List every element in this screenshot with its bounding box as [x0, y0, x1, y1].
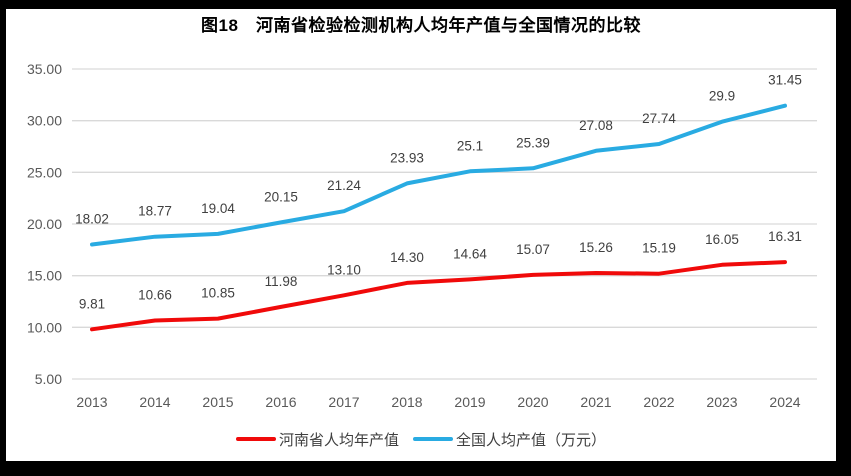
y-axis-tick-label: 15.00	[27, 268, 62, 284]
national-data-label: 27.08	[579, 118, 613, 133]
henan-data-label: 10.66	[138, 288, 172, 303]
henan-data-label: 11.98	[265, 274, 298, 289]
henan-data-label: 14.30	[390, 250, 424, 265]
legend-item-henan: 河南省人均年产值	[235, 429, 399, 450]
y-axis-tick-label: 10.00	[27, 319, 62, 335]
chart-title: 图18 河南省检验检测机构人均年产值与全国情况的比较	[201, 16, 641, 35]
y-axis-tick-label: 5.00	[35, 371, 62, 387]
legend-item-national: 全国人均产值（万元）	[413, 429, 606, 450]
national-data-label: 20.15	[264, 189, 298, 204]
y-axis-tick-label: 30.00	[27, 113, 62, 129]
chart-legend: 河南省人均年产值 全国人均产值（万元）	[6, 429, 836, 449]
x-axis-tick-label: 2019	[454, 394, 485, 410]
henan-series-swatch	[235, 437, 276, 441]
x-axis-tick-label: 2016	[265, 394, 296, 410]
national-series-line	[90, 103, 787, 247]
x-axis-tick-label: 2023	[706, 394, 737, 410]
national-series-swatch	[413, 437, 453, 441]
x-axis-tick-label: 2022	[643, 394, 674, 410]
national-data-label: 18.02	[75, 211, 109, 226]
henan-data-label: 10.85	[201, 286, 235, 301]
x-axis-tick-label: 2013	[76, 394, 107, 410]
henan-series-line	[90, 260, 787, 332]
x-axis-tick-label: 2014	[139, 394, 170, 410]
x-axis-tick-label: 2018	[391, 394, 422, 410]
national-data-label: 27.74	[642, 111, 676, 126]
y-axis-tick-label: 25.00	[27, 164, 62, 180]
x-axis-tick-label: 2021	[580, 394, 611, 410]
x-axis-tick-label: 2015	[202, 394, 233, 410]
national-series-legend-label: 全国人均产值（万元）	[456, 431, 607, 449]
henan-data-label: 15.26	[579, 240, 613, 255]
national-data-label: 23.93	[390, 150, 424, 165]
y-axis-tick-label: 20.00	[27, 216, 62, 232]
national-data-label: 29.9	[709, 89, 735, 104]
henan-data-label: 15.19	[642, 241, 676, 256]
henan-data-label: 16.05	[705, 232, 739, 247]
line-chart-plot-area: 35.00 30.00 25.00 20.00 15.00 10.00 5.00 2013 20…	[27, 61, 817, 410]
national-data-label: 25.39	[516, 135, 550, 150]
national-data-label: 25.1	[457, 138, 483, 153]
henan-data-label: 9.81	[79, 296, 105, 311]
national-data-label: 21.24	[327, 178, 361, 193]
y-axis-tick-label: 35.00	[27, 61, 62, 77]
national-data-label: 18.77	[138, 204, 172, 219]
national-data-label: 19.04	[201, 201, 235, 216]
henan-series-legend-label: 河南省人均年产值	[278, 431, 399, 449]
chart-canvas: 图18 河南省检验检测机构人均年产值与全国情况的比较 35.00 30.00 25.…	[6, 9, 836, 461]
henan-data-label: 15.07	[516, 242, 550, 257]
x-axis-tick-label: 2020	[517, 394, 548, 410]
henan-data-label: 13.10	[327, 262, 361, 277]
henan-data-label: 16.31	[768, 229, 802, 244]
x-axis-tick-label: 2024	[769, 394, 800, 410]
x-axis-tick-label: 2017	[328, 394, 359, 410]
national-data-label: 31.45	[768, 73, 802, 88]
henan-data-label: 14.64	[453, 246, 487, 261]
